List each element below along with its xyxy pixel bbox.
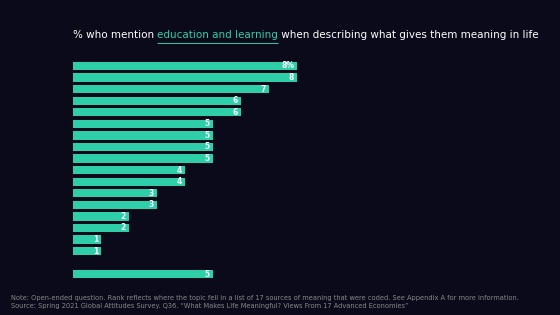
Text: 1: 1 xyxy=(93,247,98,255)
Text: 4: 4 xyxy=(177,177,182,186)
Text: 2: 2 xyxy=(121,212,126,221)
Text: 3: 3 xyxy=(149,200,154,209)
Bar xyxy=(73,270,213,278)
Text: Note: Open-ended question. Rank reflects where the topic fell in a list of 17 so: Note: Open-ended question. Rank reflects… xyxy=(11,295,519,309)
Bar xyxy=(73,201,157,209)
Text: 2: 2 xyxy=(121,223,126,232)
Bar xyxy=(73,247,101,255)
Bar xyxy=(73,178,185,186)
Bar xyxy=(73,235,101,244)
Text: 5: 5 xyxy=(205,131,210,140)
Text: 6: 6 xyxy=(233,96,238,105)
Bar xyxy=(73,96,241,105)
Text: 3: 3 xyxy=(149,189,154,198)
Text: 5: 5 xyxy=(205,142,210,152)
Bar xyxy=(73,73,297,82)
Bar xyxy=(73,212,129,220)
Text: when describing what gives them meaning in life: when describing what gives them meaning … xyxy=(278,30,539,40)
Bar xyxy=(73,189,157,198)
Bar xyxy=(73,166,185,174)
Text: 4: 4 xyxy=(177,166,182,175)
Bar xyxy=(73,154,213,163)
Text: 5: 5 xyxy=(205,154,210,163)
Bar xyxy=(73,120,213,128)
Bar xyxy=(73,143,213,151)
Text: 6: 6 xyxy=(233,108,238,117)
Text: 7: 7 xyxy=(260,85,266,94)
Bar xyxy=(73,108,241,117)
Bar xyxy=(73,85,269,93)
Text: education and learning: education and learning xyxy=(157,30,278,40)
Bar xyxy=(73,62,297,70)
Bar xyxy=(73,224,129,232)
Text: 8: 8 xyxy=(288,73,294,82)
Text: 5: 5 xyxy=(205,119,210,128)
Text: 1: 1 xyxy=(93,235,98,244)
Bar xyxy=(73,131,213,140)
Text: 8%: 8% xyxy=(281,61,294,71)
Text: % who mention: % who mention xyxy=(73,30,157,40)
Text: 5: 5 xyxy=(205,270,210,279)
